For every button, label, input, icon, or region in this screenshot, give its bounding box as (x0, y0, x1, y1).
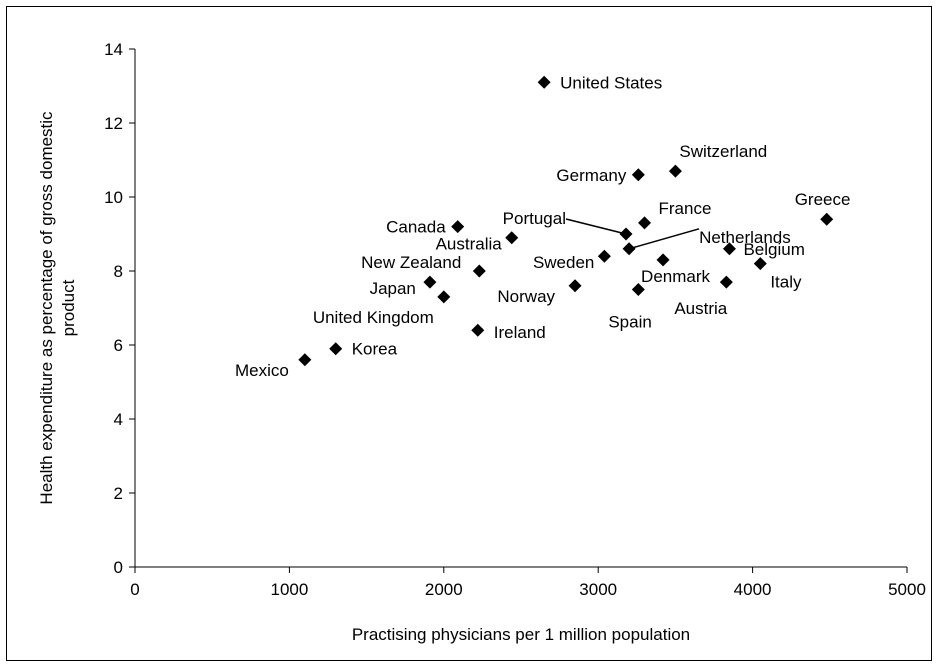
point-label: Korea (352, 340, 398, 359)
point-label: United States (560, 73, 662, 92)
y-tick-label: 4 (114, 410, 123, 429)
leader-line (565, 218, 627, 235)
x-tick-label: 0 (130, 580, 139, 599)
data-point-marker (537, 75, 551, 89)
point-label: Austria (674, 299, 727, 318)
point-label: Greece (795, 190, 851, 209)
data-point-marker (451, 220, 465, 234)
data-points (298, 75, 834, 367)
y-tick-label: 12 (104, 114, 123, 133)
x-tick-label: 2000 (425, 580, 463, 599)
y-tick-label: 2 (114, 484, 123, 503)
point-label: France (659, 199, 712, 218)
data-point-marker (638, 216, 652, 230)
y-axis-title-line: Health expenditure as percentage of gros… (37, 111, 56, 505)
point-label: Australia (436, 235, 503, 254)
y-tick-label: 6 (114, 336, 123, 355)
y-tick-label: 8 (114, 262, 123, 281)
point-label: Mexico (235, 361, 289, 380)
data-point-marker (753, 257, 767, 271)
data-point-marker (619, 227, 633, 241)
data-point-marker (719, 275, 733, 289)
point-label: Italy (770, 273, 802, 292)
leader-line (628, 228, 700, 250)
point-label: Ireland (494, 323, 546, 342)
data-point-marker (668, 164, 682, 178)
axes (129, 48, 908, 573)
y-axis-title: Health expenditure as percentage of gros… (37, 111, 78, 505)
data-point-marker (631, 283, 645, 296)
leader-lines (565, 218, 700, 250)
x-tick-label: 4000 (734, 580, 772, 599)
point-label: United Kingdom (313, 308, 434, 327)
tick-labels: 0 2 4 6 8 10 12 14 0 1000 2000 3000 4000 5000 (104, 40, 926, 599)
point-label: Switzerland (679, 142, 767, 161)
data-point-marker (656, 253, 670, 267)
y-tick-label: 14 (104, 40, 123, 59)
point-label: Spain (608, 313, 651, 332)
point-label: Netherlands (699, 228, 791, 247)
x-tick-label: 5000 (888, 580, 926, 599)
data-point-marker (597, 249, 611, 263)
y-axis-title-line: product (59, 279, 78, 336)
point-label: Japan (370, 279, 416, 298)
chart-frame (6, 6, 932, 661)
data-point-marker (437, 290, 451, 304)
point-label: Sweden (533, 253, 594, 272)
x-tick-label: 1000 (270, 580, 308, 599)
data-point-marker (472, 264, 486, 278)
point-label: Denmark (641, 267, 710, 286)
data-point-marker (722, 242, 736, 256)
data-point-marker (631, 168, 645, 182)
data-point-marker (423, 275, 437, 289)
data-point-marker (298, 353, 312, 367)
x-tick-label: 3000 (579, 580, 617, 599)
point-label: Portugal (503, 209, 566, 228)
point-labels: United States Switzerland Germany Greece Fra… (235, 73, 851, 380)
data-point-marker (329, 342, 343, 356)
x-axis-title: Practising physicians per 1 million popu… (352, 625, 690, 644)
point-label: Canada (386, 218, 446, 237)
y-tick-label: 0 (114, 558, 123, 577)
y-tick-label: 10 (104, 188, 123, 207)
point-label: New Zealand (361, 253, 461, 272)
point-label: Norway (497, 287, 555, 306)
point-label: Belgium (743, 240, 804, 259)
data-point-marker (568, 279, 582, 293)
data-point-marker (471, 323, 485, 337)
data-point-marker (820, 212, 834, 226)
data-point-marker (505, 231, 519, 245)
data-point-marker (622, 242, 636, 256)
point-label: Germany (556, 166, 626, 185)
